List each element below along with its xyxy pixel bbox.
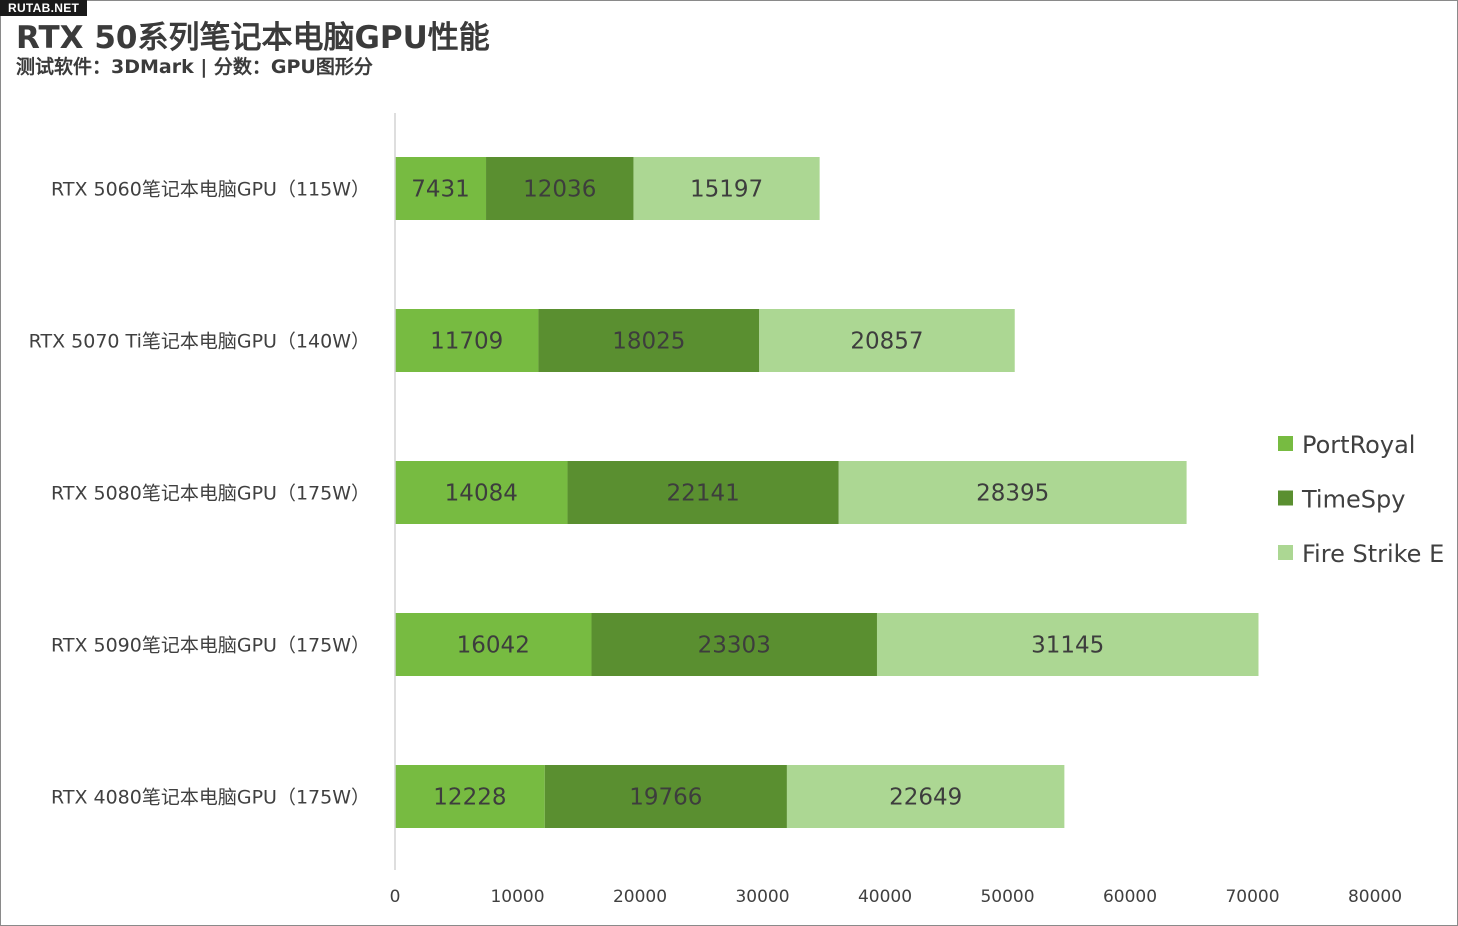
- category-label: RTX 5060笔记本电脑GPU（115W）: [51, 179, 370, 201]
- data-label: 12228: [433, 785, 506, 811]
- legend: PortRoyal TimeSpy Fire Strike E: [1278, 431, 1444, 568]
- x-tick-label: 80000: [1348, 887, 1402, 907]
- x-tick-label: 50000: [980, 887, 1034, 907]
- data-label: 20857: [850, 329, 923, 355]
- legend-label: Fire Strike E: [1302, 540, 1444, 568]
- data-label: 22141: [667, 481, 740, 507]
- category-label: RTX 5070 Ti笔记本电脑GPU（140W）: [29, 331, 370, 353]
- chart-title: RTX 50系列笔记本电脑GPU性能: [16, 20, 490, 56]
- data-label: 7431: [411, 177, 470, 203]
- data-label: 28395: [976, 481, 1049, 507]
- bar-segment: [395, 613, 592, 676]
- legend-swatch: [1278, 436, 1293, 451]
- bar-segment: [544, 765, 787, 828]
- category-label: RTX 5080笔记本电脑GPU（175W）: [51, 483, 370, 505]
- chart-subtitle: 测试软件：3DMark | 分数：GPU图形分: [16, 56, 373, 78]
- x-tick-label: 40000: [858, 887, 912, 907]
- data-label: 15197: [690, 177, 763, 203]
- x-tick-label: 10000: [490, 887, 544, 907]
- data-label: 16042: [457, 633, 530, 659]
- bar-segment: [395, 309, 539, 372]
- x-tick-label: 0: [390, 887, 401, 907]
- bar-segment: [759, 309, 1015, 372]
- bar-segment: [395, 157, 487, 220]
- bar-segment: [633, 157, 820, 220]
- x-tick-label: 30000: [735, 887, 789, 907]
- bar-segment: [395, 765, 545, 828]
- bar-segment: [838, 461, 1187, 524]
- legend-label: TimeSpy: [1301, 486, 1405, 514]
- category-label: RTX 4080笔记本电脑GPU（175W）: [51, 787, 370, 809]
- bar-segment: [591, 613, 877, 676]
- data-label: 22649: [889, 785, 962, 811]
- legend-swatch: [1278, 545, 1293, 560]
- data-label: 23303: [698, 633, 771, 659]
- bar-segment: [395, 461, 568, 524]
- data-label: 11709: [430, 329, 503, 355]
- watermark: RUTAB.NET: [0, 0, 88, 16]
- x-tick-label: 70000: [1225, 887, 1279, 907]
- data-label: 31145: [1031, 633, 1104, 659]
- data-label: 14084: [445, 481, 518, 507]
- category-label: RTX 5090笔记本电脑GPU（175W）: [51, 635, 370, 657]
- data-label: 18025: [612, 329, 685, 355]
- bar-segment: [876, 613, 1259, 676]
- bar-segment: [538, 309, 760, 372]
- bar-segment: [567, 461, 839, 524]
- data-label: 19766: [629, 785, 702, 811]
- legend-swatch: [1278, 490, 1293, 506]
- bar-segment: [786, 765, 1065, 828]
- x-tick-label: 60000: [1103, 887, 1157, 907]
- legend-label: PortRoyal: [1302, 431, 1415, 459]
- bars-layer: 7431 12036 15197 11709 18025 20857 14084 22141 2…: [395, 157, 1259, 828]
- x-tick-label: 20000: [613, 887, 667, 907]
- bar-segment: [486, 157, 634, 220]
- axis-layer: 0 10000 20000 30000 40000 50000 60000 70000 8000…: [29, 113, 1402, 907]
- data-label: 12036: [523, 177, 596, 203]
